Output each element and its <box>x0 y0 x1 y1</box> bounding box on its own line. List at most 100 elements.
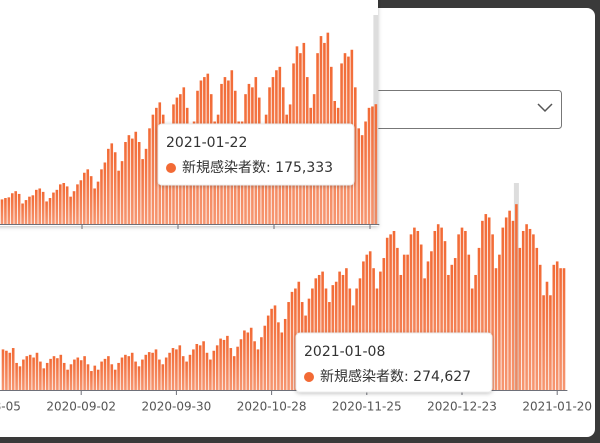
x-tick-label: 2020-12-23 <box>427 400 497 414</box>
bar <box>103 358 107 390</box>
bar <box>144 148 148 224</box>
bar <box>113 369 117 390</box>
bar <box>396 247 399 390</box>
bar <box>212 350 216 390</box>
x-tick-label: 2020-09-02 <box>46 400 116 414</box>
bar <box>545 281 549 390</box>
bar <box>93 188 96 224</box>
bar <box>72 191 76 224</box>
bar <box>110 143 114 224</box>
bar <box>69 364 73 390</box>
bar <box>113 152 117 224</box>
bar <box>32 357 35 390</box>
bar <box>8 352 12 390</box>
bar <box>219 338 222 390</box>
bar <box>321 271 324 390</box>
bar <box>229 348 233 390</box>
bar <box>236 346 239 390</box>
bar <box>277 322 280 390</box>
bar <box>515 204 518 390</box>
bar <box>25 356 29 390</box>
tooltip-text: 新規感染者数: 175,333 <box>182 159 333 176</box>
bar <box>55 189 59 224</box>
bar <box>392 230 396 390</box>
x-tick-label: 2020-10-28 <box>237 400 307 414</box>
bar <box>17 193 21 224</box>
bar <box>498 254 501 390</box>
bar <box>270 308 273 390</box>
bar <box>481 220 484 390</box>
bar <box>450 264 454 390</box>
bar <box>353 87 357 224</box>
bar <box>508 210 511 390</box>
bar <box>440 227 443 390</box>
tooltip-date: 2021-01-08 <box>304 344 385 360</box>
bar <box>535 247 539 390</box>
bar <box>406 254 409 390</box>
bar <box>93 365 97 390</box>
bar <box>538 264 542 390</box>
bar <box>188 354 192 390</box>
bar <box>443 241 447 390</box>
bar <box>552 264 556 390</box>
bar <box>192 349 195 390</box>
bar <box>130 352 134 390</box>
bar <box>453 258 457 390</box>
bar <box>249 327 253 390</box>
bar <box>83 356 86 390</box>
bar <box>549 295 552 390</box>
bar <box>385 237 389 390</box>
bar <box>45 362 49 390</box>
bar <box>357 128 361 224</box>
bar <box>7 197 11 224</box>
x-tick-label: 2020-08-05 <box>0 400 21 414</box>
bar <box>0 199 4 224</box>
bar <box>195 343 199 390</box>
bar <box>41 191 45 224</box>
bar <box>1 349 5 390</box>
bar <box>56 358 59 390</box>
bar <box>83 172 86 224</box>
bar <box>45 201 48 224</box>
bar <box>494 268 498 390</box>
bar <box>467 254 471 390</box>
bar <box>198 345 202 390</box>
bar <box>39 361 42 390</box>
bar <box>134 361 137 390</box>
bar <box>542 295 545 390</box>
dropdown-chevron <box>537 103 553 113</box>
x-tick-label: 2020-11-25 <box>332 400 402 414</box>
bar <box>42 368 46 390</box>
bar <box>18 366 22 390</box>
bar <box>399 274 403 390</box>
bar <box>379 271 382 390</box>
bar <box>338 271 341 390</box>
tooltips: 2021-01-22 新規感染者数: 175,333 2021-01-08 新規感染者… <box>157 123 493 393</box>
bar <box>127 135 131 224</box>
bar <box>372 268 375 390</box>
bar <box>49 358 52 390</box>
bar <box>232 356 236 390</box>
bar <box>35 352 39 390</box>
bar <box>151 114 155 224</box>
bar <box>66 369 69 390</box>
bar <box>202 341 205 390</box>
bar <box>86 364 90 390</box>
bar <box>79 360 83 390</box>
bar <box>147 352 151 390</box>
bar <box>124 142 127 224</box>
bar <box>144 354 148 390</box>
bar <box>14 191 18 224</box>
bar <box>511 220 515 390</box>
bar <box>69 196 72 224</box>
bar <box>103 162 107 224</box>
tooltip-text: 新規感染者数: 274,627 <box>320 368 471 385</box>
bar <box>137 366 141 390</box>
bar <box>120 357 124 390</box>
bar <box>562 268 566 390</box>
bar <box>368 251 372 390</box>
bar <box>317 274 321 390</box>
bar <box>35 189 38 224</box>
x-tick-label: 2021-01-20 <box>522 400 592 414</box>
bar <box>215 345 219 390</box>
